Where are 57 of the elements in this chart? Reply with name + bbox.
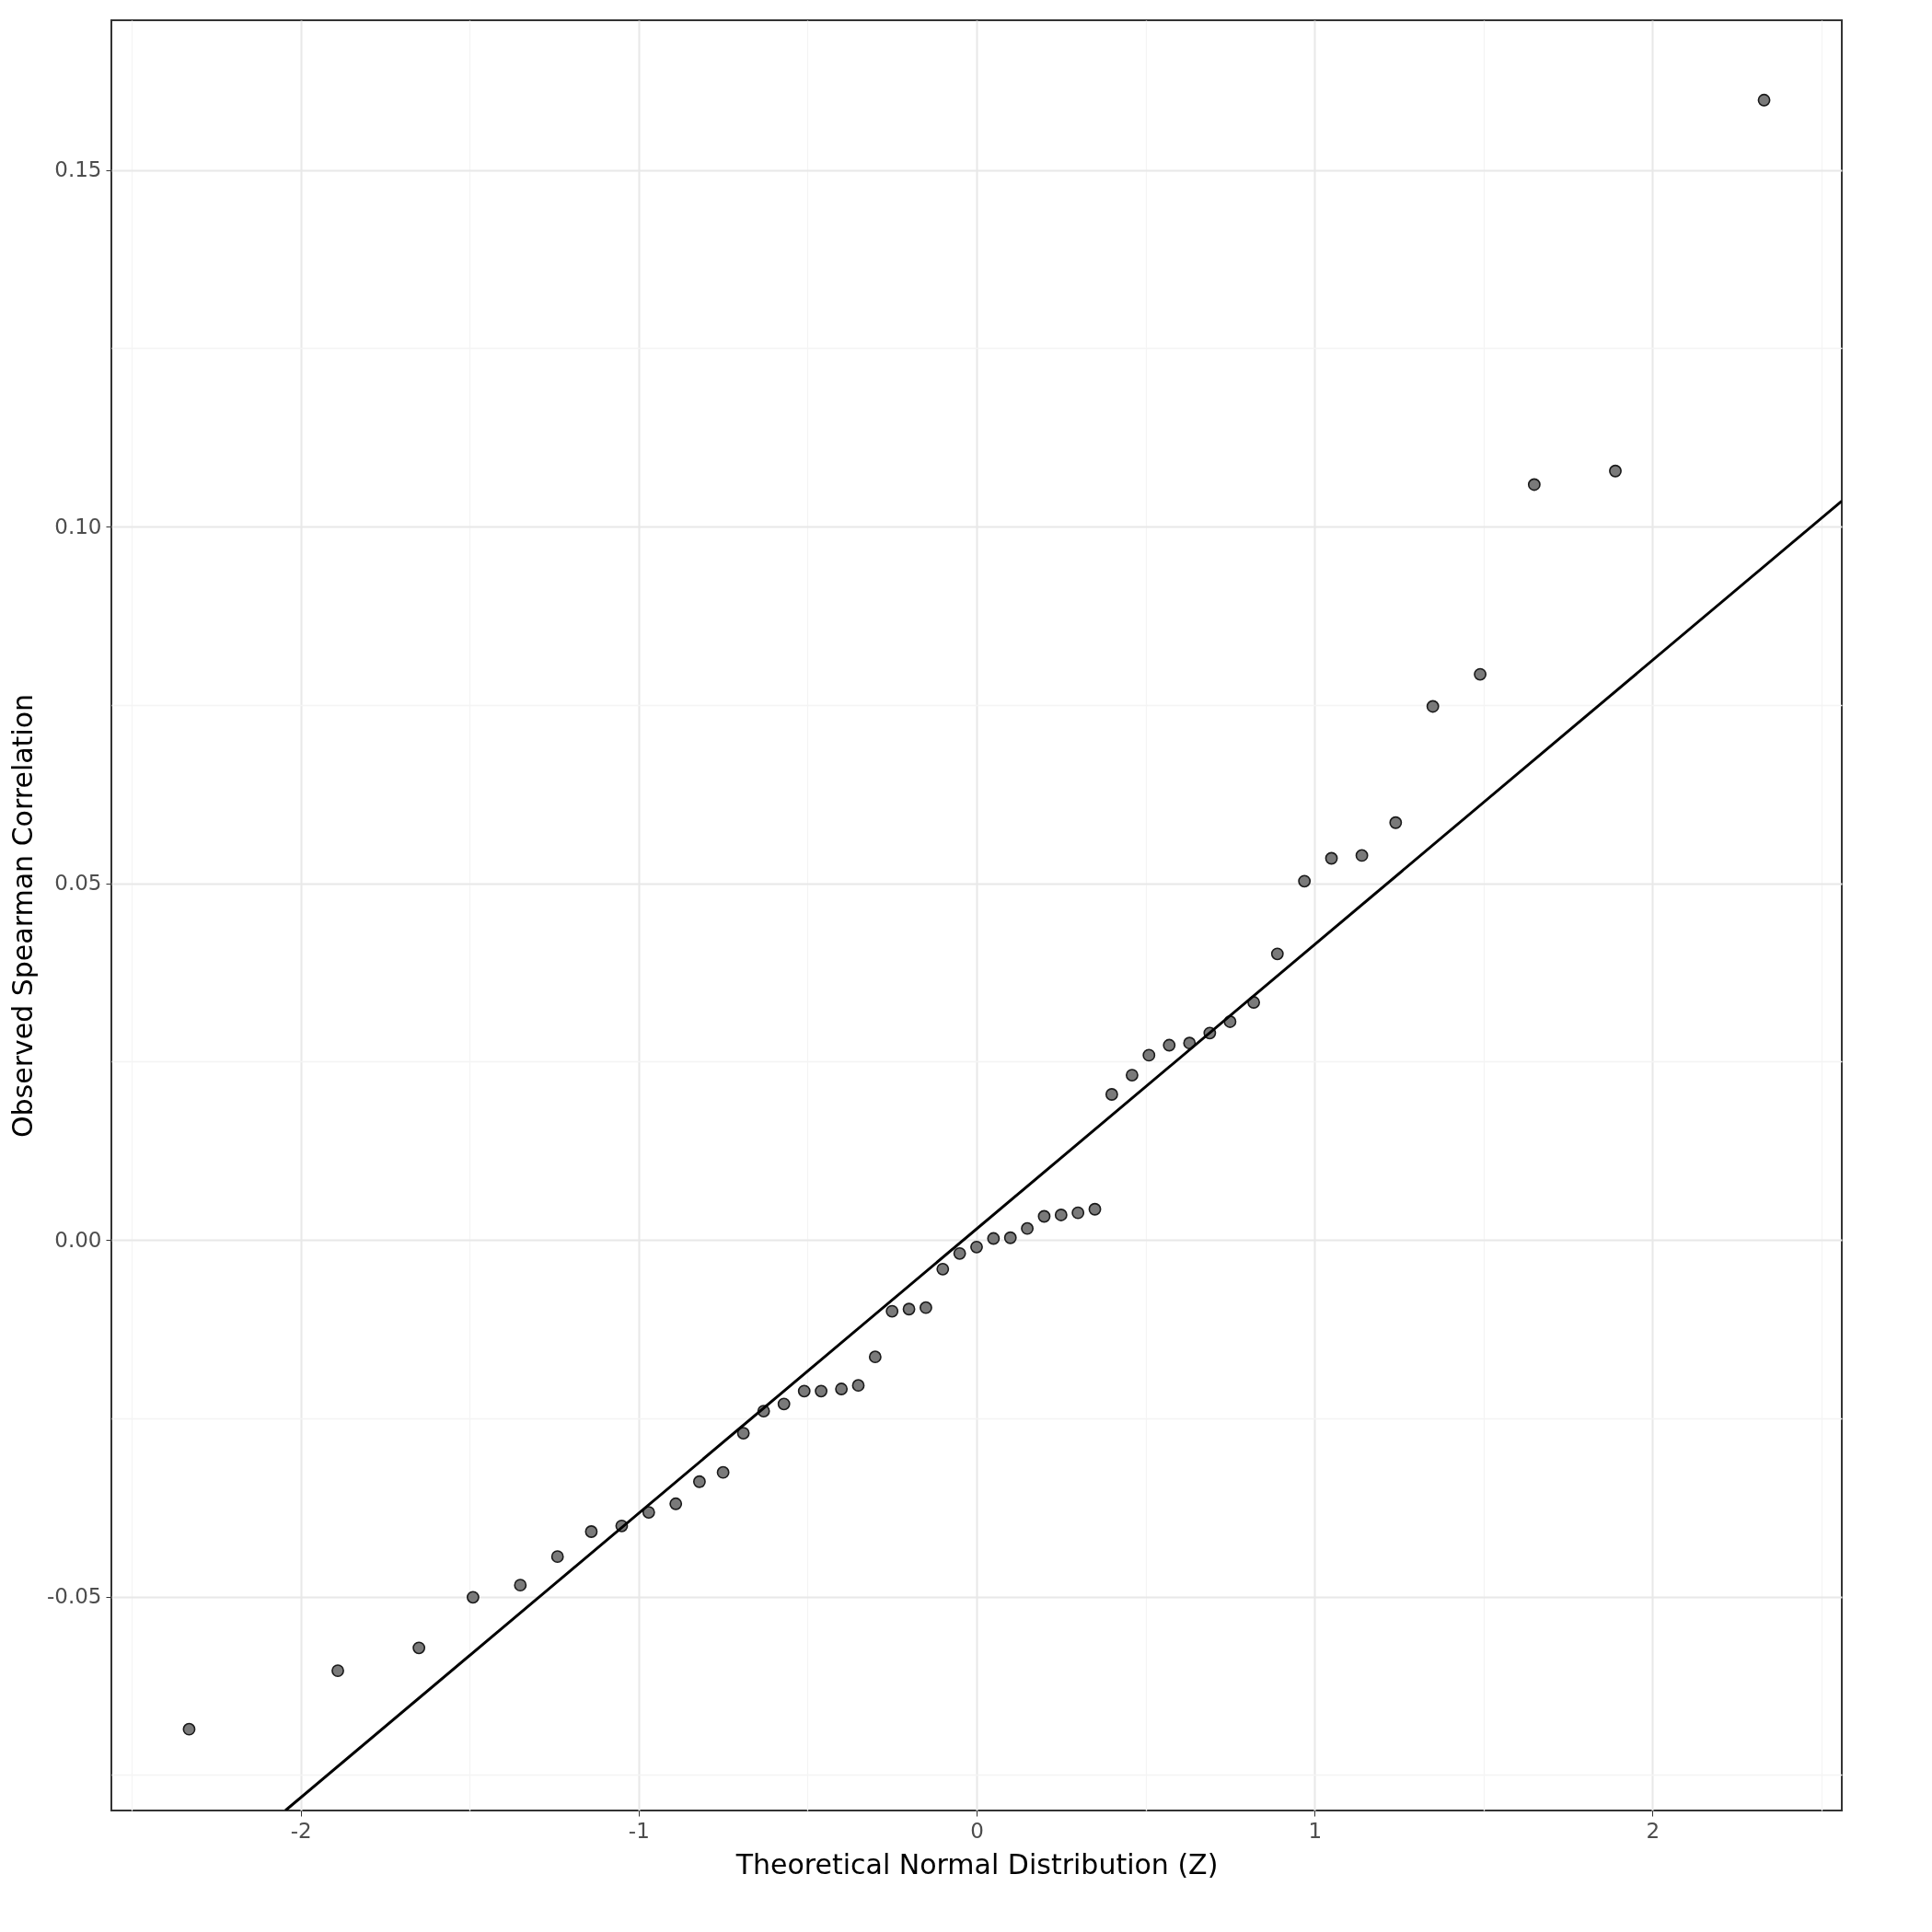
point: [692, 1475, 706, 1488]
point: [466, 1591, 480, 1604]
point: [815, 1384, 828, 1398]
point: [851, 1379, 865, 1393]
point: [885, 1304, 899, 1318]
point: [1054, 1209, 1068, 1221]
point: [953, 1246, 966, 1260]
point: [642, 1506, 655, 1519]
point: [1355, 849, 1369, 862]
x-tick-label: 0: [970, 1818, 984, 1843]
point: [936, 1262, 950, 1276]
point: [1474, 667, 1487, 681]
point: [331, 1664, 344, 1678]
point: [1003, 1231, 1017, 1244]
point: [1021, 1221, 1034, 1235]
point: [835, 1382, 849, 1395]
point: [868, 1350, 882, 1364]
x-axis-title: Theoretical Normal Distribution (Z): [735, 1847, 1219, 1880]
y-tick-label: -0.05: [46, 1584, 102, 1609]
point: [736, 1427, 750, 1440]
point: [182, 1722, 196, 1736]
point: [902, 1302, 916, 1316]
point: [1142, 1048, 1156, 1062]
point: [1389, 816, 1403, 829]
x-tick-label: -2: [290, 1818, 312, 1843]
point: [1037, 1209, 1051, 1223]
point: [1527, 478, 1541, 492]
x-tick-label: 2: [1646, 1818, 1660, 1843]
point: [1757, 93, 1771, 107]
y-tick-label: 0.15: [54, 157, 102, 182]
point: [1298, 874, 1312, 888]
point: [550, 1550, 564, 1564]
y-tick-label: 0.00: [54, 1227, 102, 1252]
point: [1325, 851, 1338, 865]
point: [777, 1397, 791, 1411]
x-tick-label: -1: [628, 1818, 650, 1843]
point: [669, 1497, 683, 1510]
point: [1609, 464, 1622, 478]
point: [584, 1525, 598, 1538]
point: [514, 1579, 527, 1592]
x-tick-label: 1: [1308, 1818, 1323, 1843]
y-tick-label: 0.05: [54, 871, 102, 896]
point: [1270, 947, 1284, 961]
point: [797, 1384, 811, 1398]
point: [1125, 1069, 1139, 1082]
point: [920, 1301, 932, 1314]
point: [1163, 1038, 1176, 1052]
point: [1426, 700, 1440, 713]
y-tick-label: 0.10: [54, 514, 102, 538]
point: [1088, 1202, 1102, 1216]
point: [970, 1240, 983, 1254]
point: [412, 1641, 426, 1655]
point: [987, 1232, 1001, 1245]
point: [716, 1465, 730, 1479]
point: [1105, 1088, 1118, 1101]
point: [1071, 1206, 1085, 1220]
y-axis-title: Observed Spearman Correlation: [6, 693, 39, 1139]
